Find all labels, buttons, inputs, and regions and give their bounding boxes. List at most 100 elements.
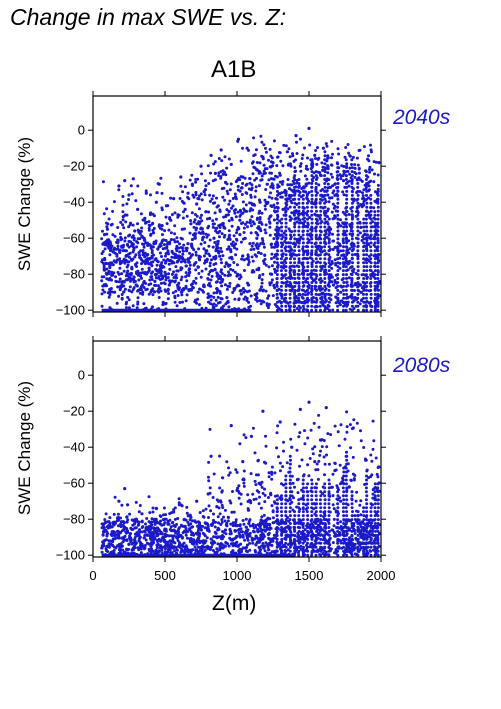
scatter-column-point [336,225,340,229]
scatter-cloud-point [215,547,219,551]
scatter-column-point [356,277,360,280]
scatter-column-point [350,288,354,292]
scatter-cloud-point [249,304,252,308]
scatter-column-point [350,225,354,229]
scatter-cloud-point [236,210,240,214]
scatter-cloud-point [105,267,109,271]
scatter-cloud-point [155,259,159,263]
scatter-column-point [275,221,279,225]
scatter-cloud-point [270,477,274,481]
scatter-column-point [323,229,327,233]
scatter-column-point [376,197,380,201]
scatter-cloud-point [119,238,123,242]
scatter-cloud-point [129,221,133,225]
scatter-cloud-point [221,506,225,510]
scatter-cloud-point [127,255,131,259]
scatter-cloud-point [155,263,159,267]
scatter-cloud-point [148,257,151,261]
scatter-column-point [275,261,279,265]
scatter-column-point [279,241,283,245]
scatter-cloud-point [197,231,201,235]
scatter-column-point [323,185,327,189]
scatter-column-point [276,201,279,205]
scatter-cloud-point [111,233,115,237]
scatter-column-point [323,217,327,221]
scatter-cloud-point [158,546,162,550]
scatter-cloud-point [299,169,303,173]
scatter-cloud-point [138,255,142,259]
scatter-cloud-point [162,506,166,510]
scatter-cloud-point [249,472,253,476]
scatter-column-point [314,241,318,245]
scatter-cloud-point [150,517,154,521]
scatter-column-point [369,265,373,269]
scatter-column-point [323,245,327,249]
scatter-cloud-point [148,511,152,515]
data-point [140,234,144,238]
scatter-cloud-point [242,297,246,301]
scatter-cloud-point [213,525,217,529]
scatter-column-point [280,273,284,277]
scatter-column-point [369,277,373,280]
scatter-cloud-point [348,172,352,176]
scatter-column-point [350,237,354,241]
data-point [146,243,150,247]
scatter-cloud-point [113,260,117,264]
scatter-cloud-point [263,487,266,491]
scatter-column-point [314,233,318,237]
scenario-title: A1B [211,56,257,83]
scatter-column-point [319,277,323,280]
scatter-cloud-point [225,208,229,212]
scatter-column-point [342,304,345,308]
scatter-cloud-point [127,289,131,293]
scatter-column-point [310,241,314,245]
scatter-cloud-point [165,222,169,226]
scatter-column-point [297,537,301,541]
scatter-cloud-point [331,248,335,251]
scatter-column-point [376,269,380,273]
scatter-cloud-point [250,224,253,228]
scatter-cloud-point [278,180,282,184]
scatter-column-point [293,261,297,265]
scatter-cloud-point [209,298,213,302]
scatter-column-point [344,300,348,304]
scatter-cloud-point [173,517,177,521]
scatter-column-point [275,292,279,296]
scatter-cloud-point [209,509,213,513]
scatter-column-point [336,213,340,217]
scatter-cloud-point [298,464,301,468]
scatter-column-point [376,284,380,288]
scatter-column-point [297,526,301,529]
scatter-cloud-point [372,439,376,443]
scatter-cloud-point [220,232,224,236]
scatter-cloud-point [175,236,179,240]
scatter-cloud-point [354,281,358,285]
scatter-cloud-point [248,541,252,545]
scatter-cloud-point [262,245,266,249]
scatter-column-point [356,193,360,197]
scatter-cloud-point [209,284,213,288]
scatter-column-point [336,217,340,221]
scatter-cloud-point [217,506,221,510]
scatter-column-point [376,205,380,209]
scatter-cloud-point [241,533,245,537]
scatter-column-point [364,217,368,221]
data-point [277,227,281,231]
scatter-column-point [280,549,283,553]
scatter-column-point [284,221,288,225]
scatter-column-point [314,197,318,201]
scatter-column-point [314,237,318,241]
scatter-column-point [276,502,279,506]
scatter-cloud-point [305,177,309,181]
scatter-cloud-point [150,278,154,281]
scatter-column-point [297,221,301,225]
scatter-cloud-point [364,458,368,462]
scatter-column-point [314,300,318,304]
scatter-cloud-point [125,529,129,533]
scatter-cloud-point [331,232,334,236]
scatter-column-point [351,261,354,265]
scatter-cloud-point [271,186,275,190]
scatter-cloud-point [252,154,256,158]
scatter-cloud-point [222,304,225,308]
scatter-cloud-point [189,549,193,553]
